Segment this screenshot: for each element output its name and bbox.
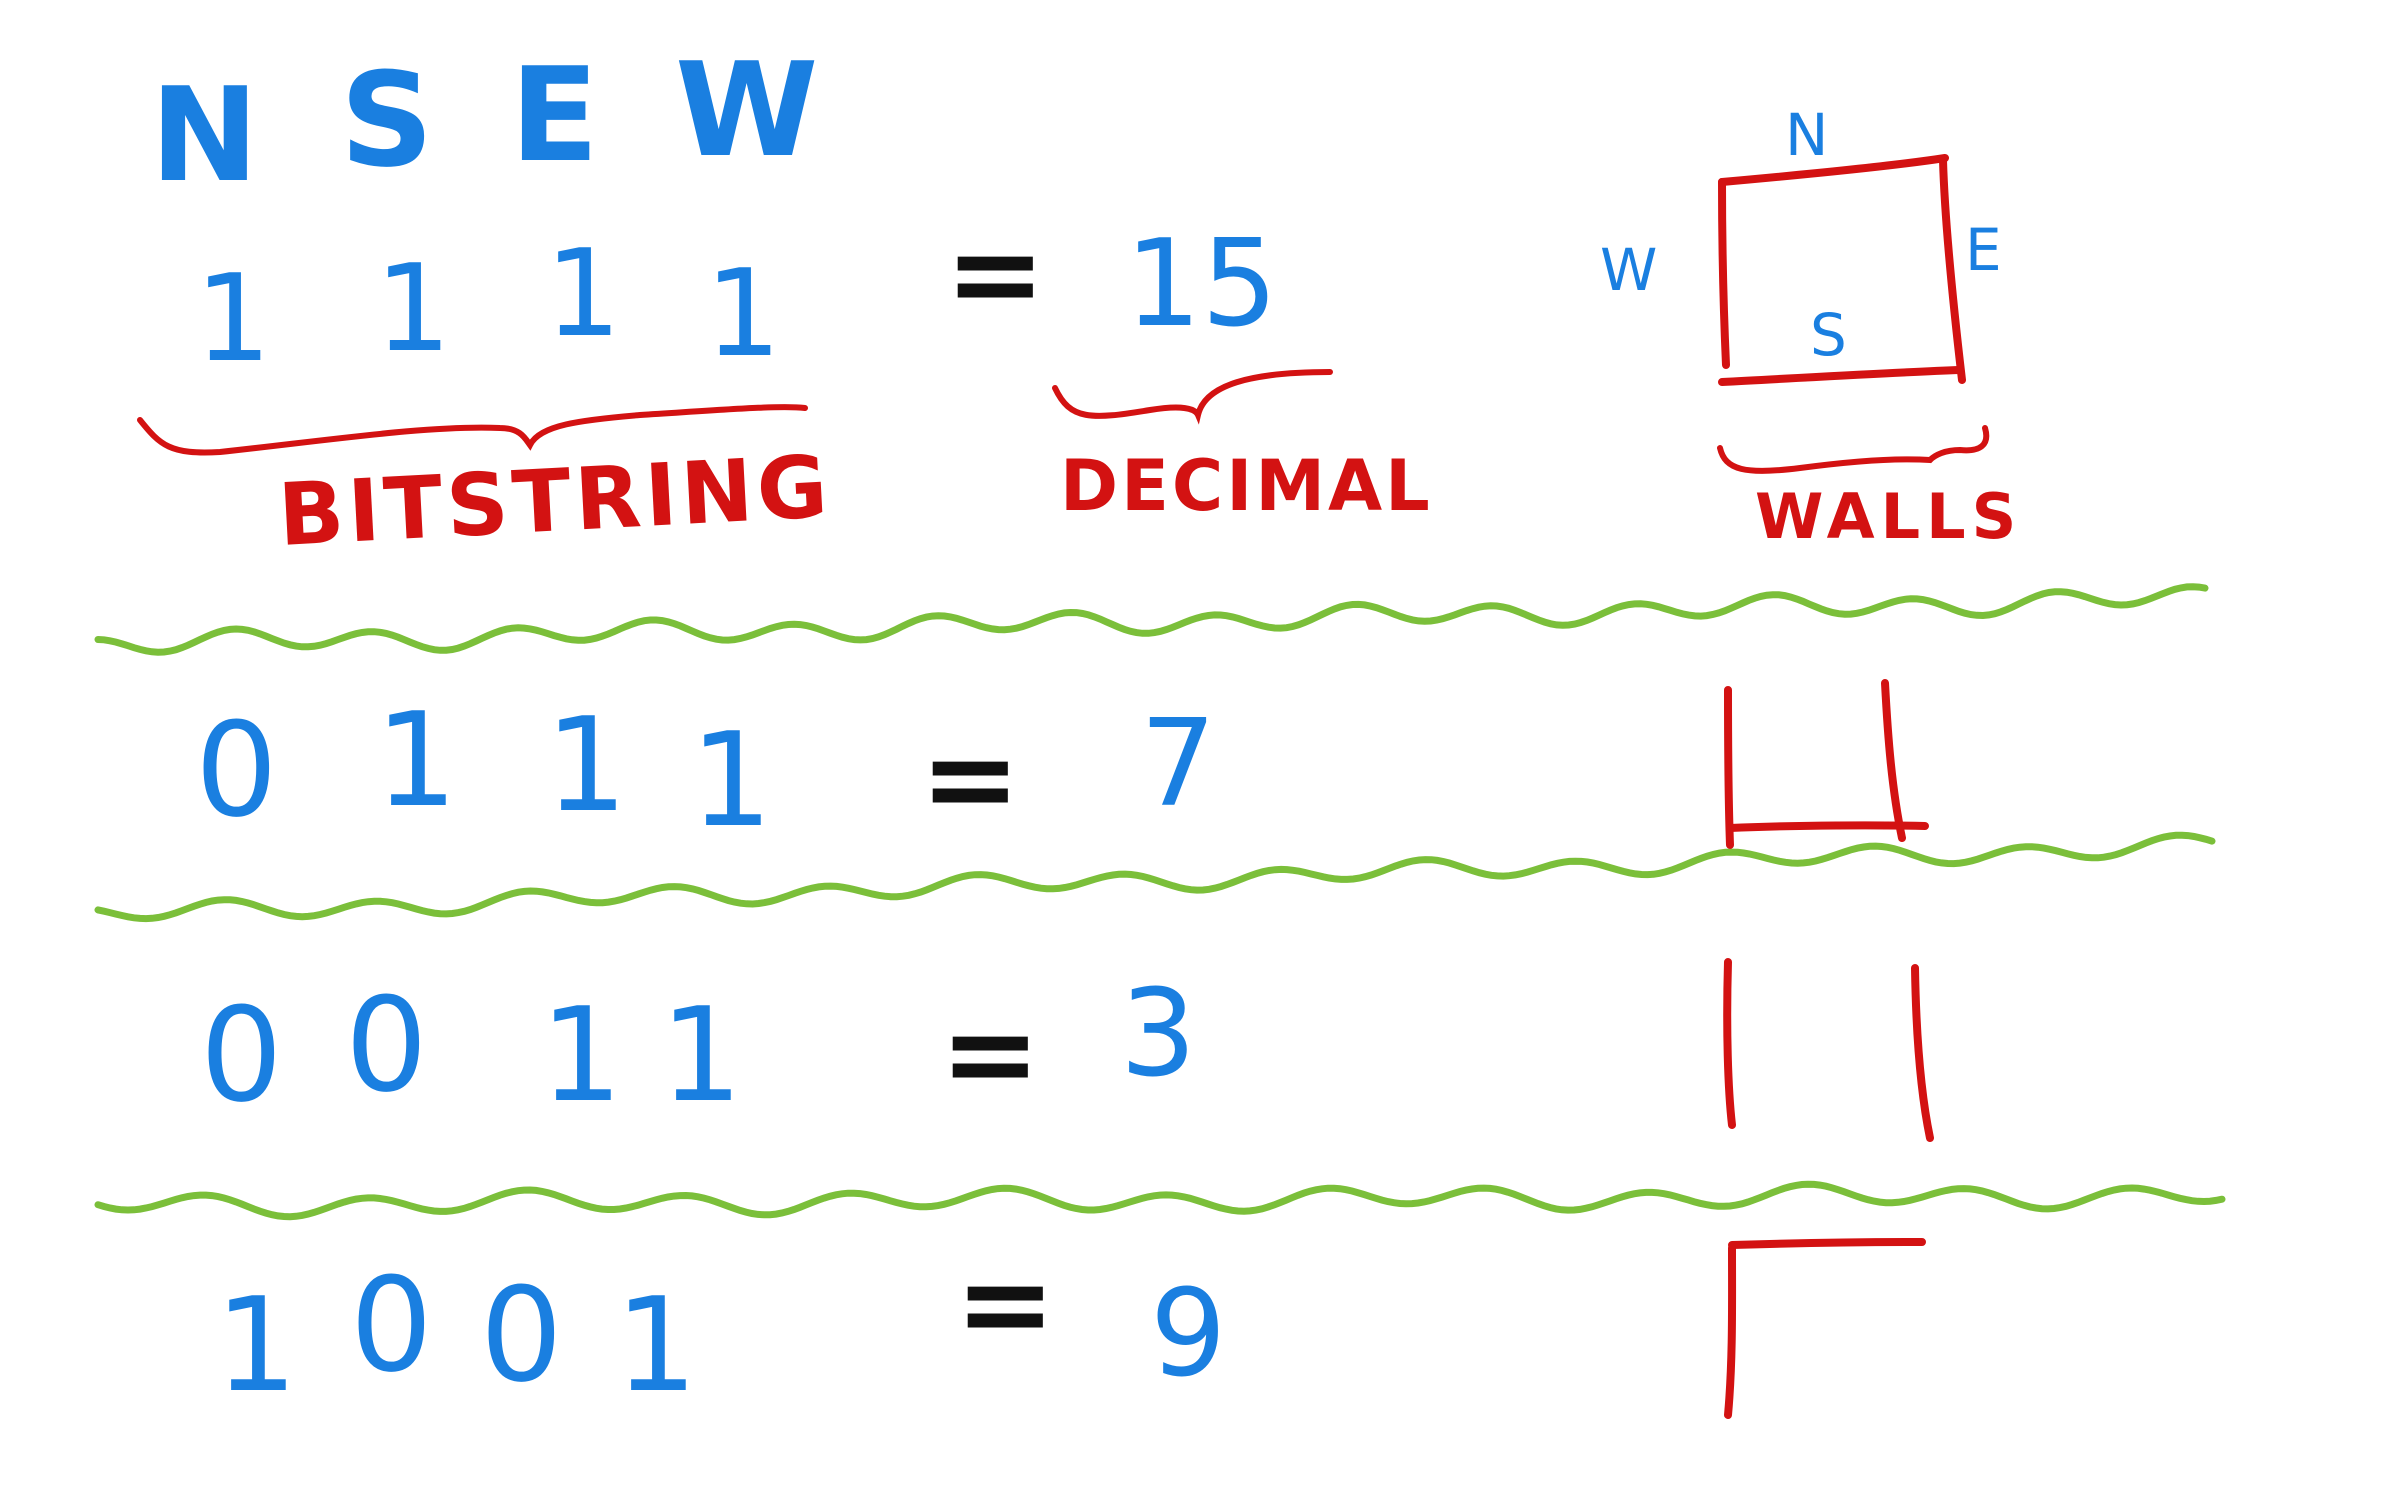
direction-letter-s: S [340, 44, 434, 196]
cell-direction-labels: N S E W [1600, 101, 2002, 369]
row-bit: 1 [660, 979, 743, 1131]
row-equals: = [920, 710, 1021, 849]
row-decimal: 3 [1120, 965, 1196, 1104]
row-bit: 0 [200, 979, 283, 1131]
wall-south [1718, 366, 1964, 386]
header-equals: = [945, 205, 1046, 344]
row-bit: 0 [345, 969, 428, 1121]
row-bit: 1 [690, 704, 773, 856]
direction-letter-e: E [510, 39, 599, 191]
row-decimal: 9 [1150, 1265, 1226, 1404]
bitstring-brace [137, 404, 808, 456]
row-0011: 0 0 1 1 = 3 [200, 958, 1934, 1142]
row-dividers [94, 583, 2226, 1221]
row-bit: 1 [540, 979, 623, 1131]
decimal-brace [1052, 369, 1333, 425]
wall-south [1726, 821, 1929, 832]
row-bit: 1 [615, 1269, 698, 1421]
row-bit: 0 [480, 1259, 563, 1411]
row-0111: 0 1 1 1 = 7 [195, 679, 1929, 856]
row-bit: 1 [215, 1269, 298, 1421]
row-bit: 0 [350, 1249, 433, 1401]
row-bit: 0 [195, 694, 278, 846]
direction-letter-w: W [675, 34, 818, 186]
divider-2 [94, 831, 2216, 923]
header-decimal: 15 [1125, 215, 1278, 354]
wall-north [1718, 154, 1949, 186]
row-equals: = [940, 985, 1041, 1124]
wall-east [1881, 679, 1906, 842]
divider-1 [94, 583, 2209, 656]
cell-label-north: N [1785, 101, 1828, 169]
header-bit: 1 [195, 250, 271, 389]
row-bit: 1 [375, 684, 458, 836]
row-1001: 1 0 0 1 = 9 [215, 1235, 1926, 1421]
cell-label-west: W [1600, 236, 1657, 304]
bitstring-label: BITSTRING [276, 437, 834, 566]
row-decimal: 7 [1140, 695, 1216, 834]
direction-letter-n: N [150, 59, 259, 211]
row-bit: 1 [545, 689, 628, 841]
header-bit: 1 [705, 245, 781, 384]
cell-label-south: S [1810, 301, 1847, 369]
walls-cell-full [1718, 154, 1966, 386]
cell-label-east: E [1965, 216, 2002, 284]
walls-cell-e-w [1723, 958, 1934, 1142]
wall-west [1724, 1244, 1737, 1419]
walls-label: WALLS [1755, 480, 2022, 553]
decimal-label: DECIMAL [1060, 445, 1433, 527]
wall-west [1718, 178, 1730, 369]
wall-east [1939, 156, 1966, 384]
wall-north [1728, 1238, 1926, 1249]
divider-3 [94, 1180, 2226, 1221]
wall-west [1724, 686, 1734, 849]
header-bitstring: 1 1 1 1 [195, 225, 781, 389]
header-bit: 1 [545, 225, 621, 364]
wall-east [1911, 964, 1934, 1142]
wall-west [1723, 958, 1736, 1129]
header-bit: 1 [375, 240, 451, 379]
walls-cell-n-w [1724, 1238, 1926, 1419]
walls-cell-s-e-w [1724, 679, 1929, 849]
direction-letters: N S E W [150, 34, 818, 211]
row-equals: = [955, 1235, 1056, 1374]
walls-brace [1717, 425, 1990, 474]
